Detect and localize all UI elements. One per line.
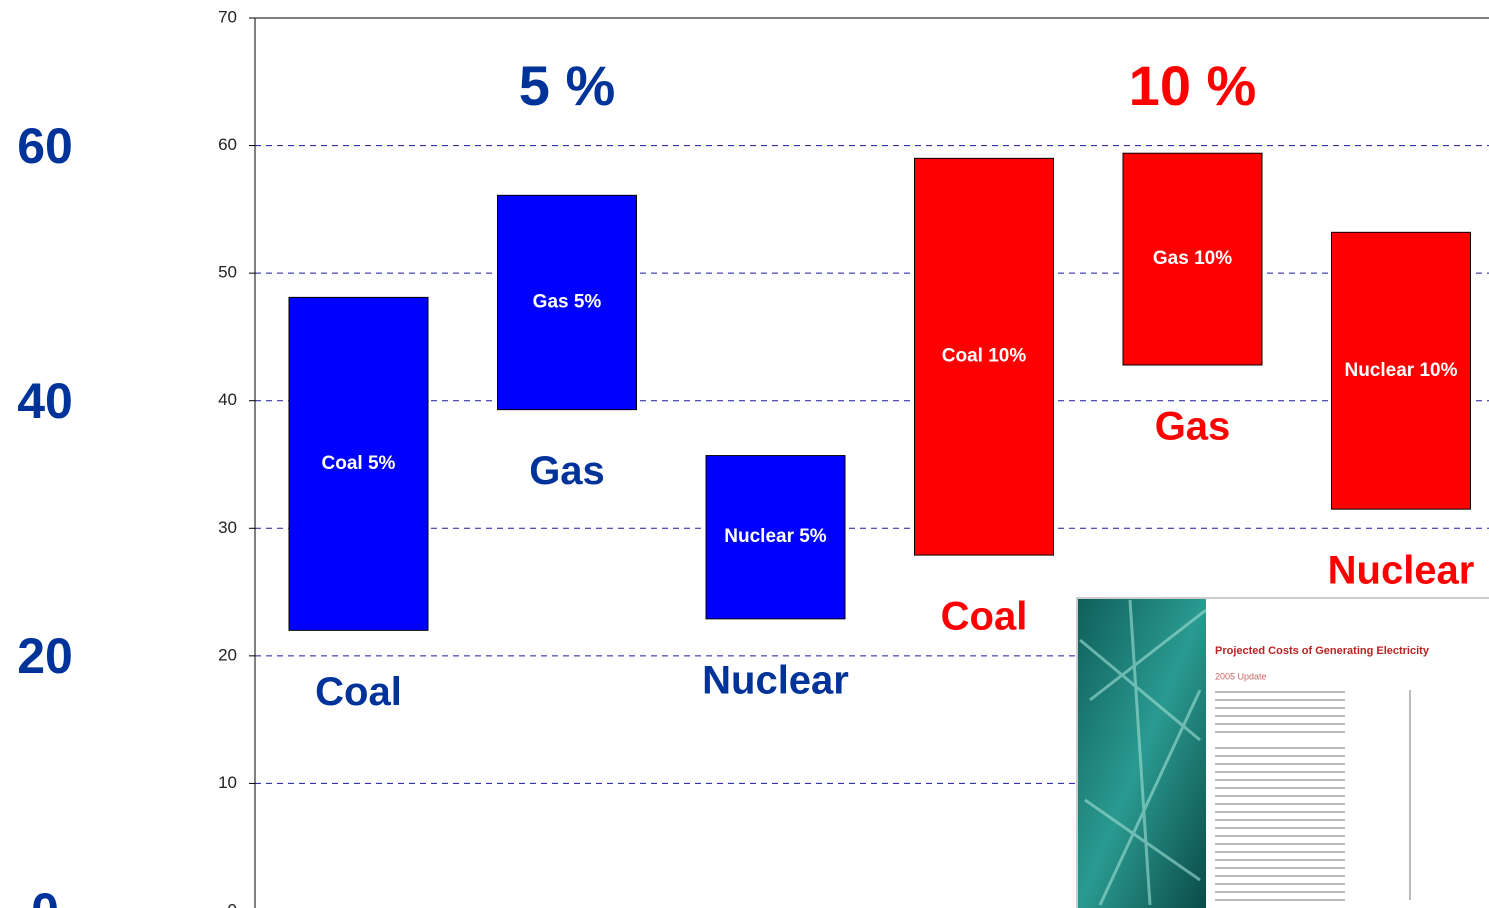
bar-label: Coal 10% — [942, 346, 1027, 367]
bar-label: Gas 10% — [1153, 248, 1232, 269]
category-label: Nuclear — [702, 658, 849, 702]
y-tick-label: 0 — [228, 900, 237, 908]
left-scale-label: 0 — [31, 883, 59, 908]
y-tick-label: 30 — [218, 518, 237, 537]
page: {"chart_data": { "type": "range_bar", "y… — [0, 0, 1489, 908]
y-tick-label: 50 — [218, 263, 237, 282]
category-label: Coal — [315, 670, 402, 714]
report-cover: Projected Costs of Generating Electricit… — [1077, 598, 1489, 908]
y-tick-label: 40 — [218, 390, 237, 409]
cover-subtitle: 2005 Update — [1215, 671, 1267, 681]
bar-label: Gas 5% — [533, 291, 602, 312]
chart: 0 10 20 30 40 50 60 70 0 20 40 60 5 % Coal 5% Coal Gas … — [0, 0, 1489, 908]
left-scale-label: 40 — [17, 373, 73, 429]
category-label: Coal — [941, 595, 1028, 639]
y-tick-label: 60 — [218, 135, 237, 154]
y-tick-label: 10 — [218, 773, 237, 792]
cover-title: Projected Costs of Generating Electricit… — [1215, 645, 1430, 657]
category-label: Gas — [1155, 405, 1231, 449]
left-scale-label: 60 — [17, 118, 73, 174]
cover-art — [1078, 599, 1206, 908]
series-heading: 5 % — [519, 54, 616, 117]
category-label: Gas — [529, 449, 605, 493]
bar-label: Nuclear 10% — [1344, 360, 1457, 381]
y-tick-label: 70 — [218, 7, 237, 26]
category-label: Nuclear — [1328, 549, 1475, 593]
bar-label: Coal 5% — [322, 453, 396, 474]
series-heading: 10 % — [1129, 54, 1257, 117]
y-tick-label: 20 — [218, 645, 237, 664]
left-scale-label: 20 — [17, 628, 73, 684]
bar-label: Nuclear 5% — [724, 526, 827, 547]
